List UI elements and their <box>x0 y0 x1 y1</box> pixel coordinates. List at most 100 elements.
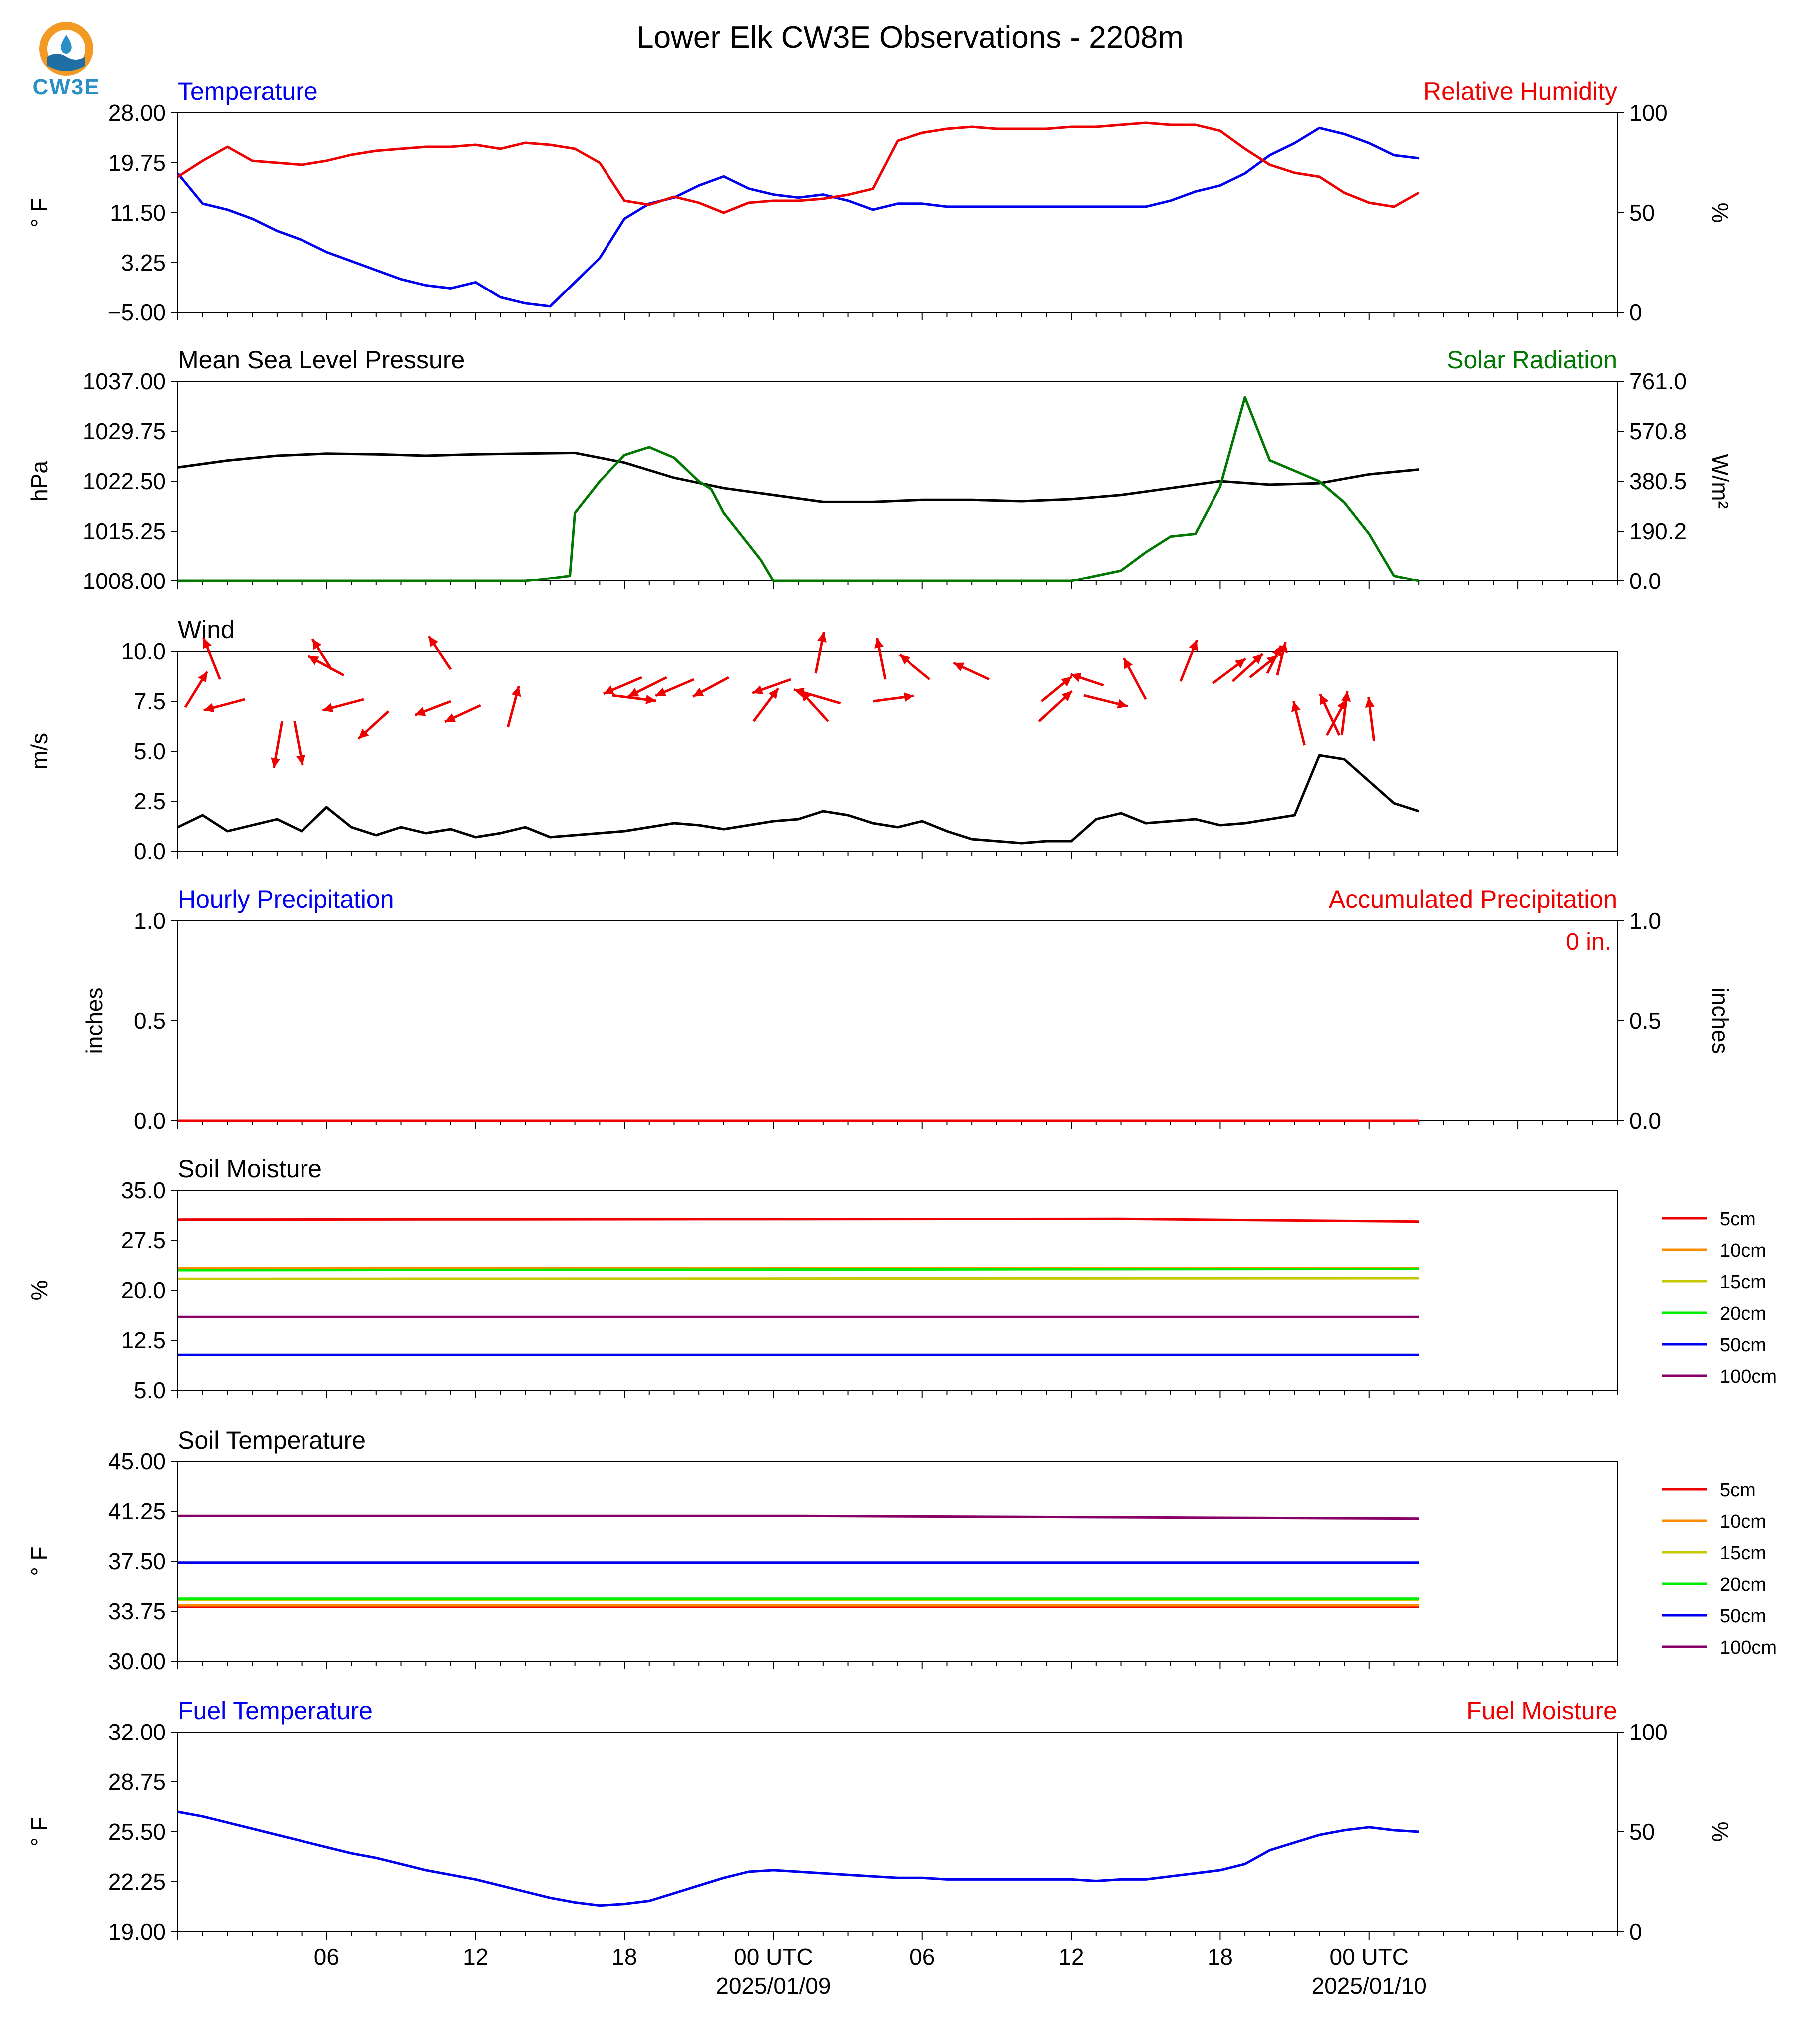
page-title: Lower Elk CW3E Observations - 2208m <box>636 20 1184 55</box>
x-tick-label: 18 <box>611 1944 637 1970</box>
y-tick-label-right: 0.0 <box>1629 568 1661 594</box>
series-line-15cm <box>177 1277 1419 1280</box>
wind-arrow <box>1326 699 1347 736</box>
y-tick-label-right: 0 <box>1629 1919 1642 1945</box>
wind-arrow-head <box>1124 658 1133 669</box>
panel-title-right: Solar Radiation <box>1447 346 1617 374</box>
y-tick-label-left: 7.5 <box>134 688 166 714</box>
wind-arrow <box>1212 657 1246 684</box>
panel-frame <box>177 381 1618 581</box>
wind-arrow <box>506 685 521 728</box>
y-tick-label-left: 1037.00 <box>83 368 166 394</box>
panel-title-left: Mean Sea Level Pressure <box>178 346 465 374</box>
panel-precip <box>171 920 1624 1129</box>
legend-label: 20cm <box>1720 1574 1766 1595</box>
wind-arrow <box>799 690 829 722</box>
y-tick-label-left: 2.5 <box>134 788 166 814</box>
wind-arrow-head <box>322 703 334 713</box>
wind-arrow-head <box>1061 676 1072 687</box>
cw3e-logo-icon <box>39 22 93 76</box>
y-tick-label-left: 28.75 <box>108 1769 166 1795</box>
wind-arrow-head <box>1070 673 1082 682</box>
wind-arrow <box>1340 691 1351 736</box>
y-axis-label-right: inches <box>1707 988 1733 1054</box>
y-tick-label-right: 1.0 <box>1629 908 1661 934</box>
y-tick-label-left: 1.0 <box>134 908 166 934</box>
y-tick-label-left: 28.00 <box>108 100 166 126</box>
series-line <box>177 1810 1419 1907</box>
panel-title-right: Relative Humidity <box>1423 77 1617 105</box>
y-tick-label-left: 19.75 <box>108 150 166 176</box>
wind-arrow <box>1038 690 1073 722</box>
panel-wind <box>171 632 1618 859</box>
y-tick-label-left: 33.75 <box>108 1598 166 1624</box>
wind-arrow <box>202 637 221 680</box>
y-tick-label-left: 32.00 <box>108 1719 166 1745</box>
wind-arrow <box>1276 642 1288 676</box>
wind-arrow-head <box>768 688 779 699</box>
wind-arrow-head <box>628 688 639 697</box>
wind-arrow <box>1070 673 1104 687</box>
wind-arrow-head <box>296 754 305 765</box>
wind-arrow-head <box>203 703 215 713</box>
x-tick-label: 12 <box>463 1944 488 1970</box>
y-tick-label-left: 10.0 <box>121 638 166 664</box>
wind-arrow-head <box>1234 658 1246 669</box>
series-line <box>177 126 1419 308</box>
precip-total-annotation: 0 in. <box>1566 929 1611 955</box>
wind-arrow-head <box>428 636 438 647</box>
x-tick-label: 12 <box>1058 1944 1084 1970</box>
wind-arrow <box>1123 657 1147 700</box>
wind-arrow <box>414 700 451 716</box>
y-tick-label-left: 12.5 <box>121 1327 166 1353</box>
series-line-100cm <box>178 1514 1419 1520</box>
y-axis-label-left: inches <box>81 988 107 1054</box>
wind-arrow-head <box>655 687 667 696</box>
x-tick-label: 06 <box>314 1944 339 1970</box>
y-tick-label-left: 35.0 <box>121 1177 166 1203</box>
legend-label: 50cm <box>1720 1606 1766 1627</box>
legend-label: 10cm <box>1720 1240 1766 1261</box>
wind-arrow <box>611 694 656 705</box>
wind-arrow <box>953 661 990 681</box>
wind-arrow-head <box>271 757 281 768</box>
y-axis-label-right: W/m² <box>1707 454 1733 509</box>
series-line-5cm <box>177 1217 1419 1223</box>
y-tick-label-left: 19.00 <box>108 1919 166 1945</box>
legend-label: 5cm <box>1720 1209 1756 1230</box>
series-line <box>177 451 1419 503</box>
wind-arrow-head <box>203 638 212 649</box>
wind-arrow <box>692 676 730 698</box>
y-tick-label-left: 3.25 <box>121 250 166 276</box>
wind-arrow-head <box>198 671 207 683</box>
y-tick-label-left: 1022.50 <box>83 468 166 494</box>
y-tick-label-right: 570.8 <box>1629 418 1687 444</box>
wind-arrow <box>444 704 481 723</box>
wind-arrow-head <box>900 654 910 665</box>
legend-label: 100cm <box>1720 1366 1777 1387</box>
series-line <box>177 754 1419 845</box>
x-date-label: 2025/01/10 <box>1312 1973 1427 1999</box>
wind-arrow-head <box>693 687 704 697</box>
y-tick-label-right: 0 <box>1629 299 1642 325</box>
wind-arrow-head <box>817 632 827 643</box>
wind-arrow <box>322 698 364 713</box>
y-tick-label-left: 1029.75 <box>83 418 166 444</box>
wind-arrow <box>307 655 345 677</box>
wind-arrow-head <box>308 656 319 665</box>
panel-temp-rh <box>171 112 1624 320</box>
wind-arrow-head <box>953 662 965 671</box>
wind-arrow-head <box>1061 691 1072 701</box>
y-tick-label-left: 45.00 <box>108 1449 166 1474</box>
legend-label: 15cm <box>1720 1543 1766 1564</box>
wind-arrow <box>1040 675 1073 702</box>
wind-arrow-head <box>800 691 811 702</box>
series-line <box>177 121 1420 214</box>
wind-arrow <box>357 710 390 740</box>
y-axis-label-left: m/s <box>26 733 52 770</box>
y-axis-label-left: ° F <box>26 1546 52 1576</box>
y-tick-label-left: 37.50 <box>108 1548 166 1574</box>
x-tick-label: 06 <box>910 1944 935 1970</box>
wind-arrow-head <box>874 638 884 649</box>
